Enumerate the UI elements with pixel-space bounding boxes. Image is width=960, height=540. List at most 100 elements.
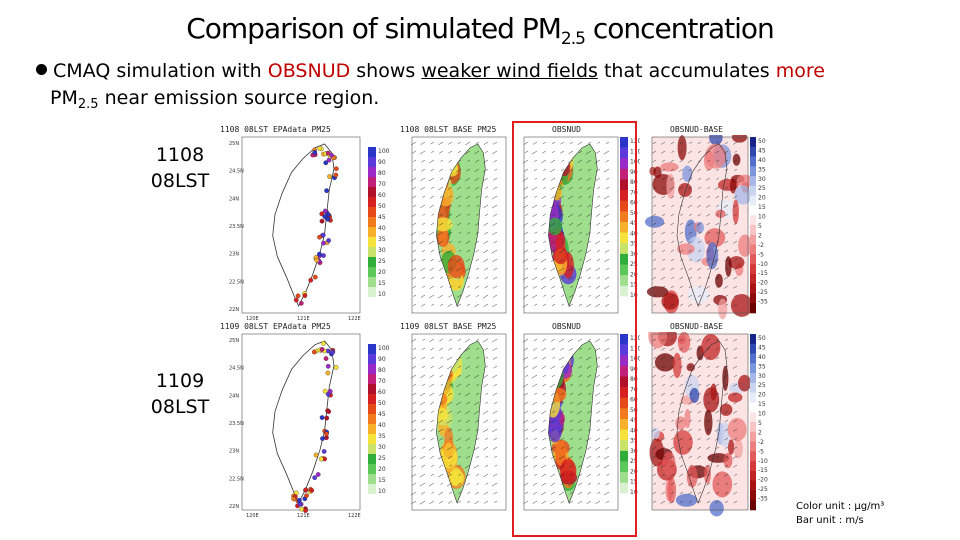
station-marker xyxy=(322,208,328,214)
wind-arrow xyxy=(670,383,675,387)
taiwan-outline xyxy=(676,340,728,504)
wind-arrow xyxy=(560,150,565,154)
wind-arrow xyxy=(455,213,462,218)
wind-arrow xyxy=(569,473,574,477)
difference-blob xyxy=(725,256,732,277)
wind-arrow xyxy=(597,491,601,494)
colorbar-tick: 5 xyxy=(758,223,762,230)
wind-arrow xyxy=(715,222,720,226)
wind-arrow xyxy=(525,437,529,440)
wind-arrow xyxy=(725,267,729,270)
colorbar-tick: 70 xyxy=(378,181,386,188)
wind-arrow xyxy=(541,446,547,450)
colorbar-swatch xyxy=(750,176,756,187)
wind-arrow xyxy=(524,150,529,154)
colorbar-tick: -20 xyxy=(758,477,768,484)
wind-arrow xyxy=(697,213,702,217)
colorbar-swatch xyxy=(368,167,376,178)
wind-arrow xyxy=(485,186,489,189)
colorbar-swatch xyxy=(620,440,628,452)
wind-arrow xyxy=(420,186,426,191)
station-marker xyxy=(321,449,327,454)
wind-arrow xyxy=(733,356,738,360)
wind-arrow xyxy=(457,240,462,244)
colorbar-swatch xyxy=(750,480,756,491)
wind-arrow xyxy=(456,303,462,307)
difference-blob xyxy=(738,234,752,257)
wind-arrow xyxy=(670,249,675,253)
station-marker xyxy=(325,212,331,217)
wind-arrow xyxy=(549,168,556,173)
panel-obs-1108: 1108 08LST EPAdata PM25 25N 24.5N 24N 23.5N 2… xyxy=(220,125,390,325)
difference-blob xyxy=(723,452,733,469)
wind-arrow xyxy=(438,168,444,172)
wind-arrow xyxy=(588,428,592,431)
wind-arrow xyxy=(724,294,729,298)
wind-arrow xyxy=(724,464,729,468)
wind-arrow xyxy=(724,437,729,441)
wind-arrow xyxy=(446,482,453,487)
wind-arrow xyxy=(734,258,738,261)
wind-arrow xyxy=(438,347,444,351)
wind-arrow xyxy=(525,267,529,270)
wind-arrow xyxy=(457,482,462,486)
wind-arrow xyxy=(716,446,720,449)
wind-arrow xyxy=(578,428,583,432)
wind-arrow xyxy=(541,347,547,351)
wind-arrow xyxy=(706,464,711,468)
wind-arrow xyxy=(440,159,444,162)
difference-blob xyxy=(701,333,721,361)
wind-arrow xyxy=(662,258,666,261)
wind-arrow xyxy=(550,231,556,235)
wind-arrow xyxy=(533,356,538,360)
colorbar-swatch xyxy=(368,354,376,365)
wind-arrow xyxy=(734,150,738,153)
station-marker xyxy=(333,365,339,370)
wind-arrow xyxy=(467,213,471,216)
wind-arrow xyxy=(483,141,489,145)
wind-arrow xyxy=(733,437,738,441)
colorbar-tick: -35 xyxy=(758,299,768,306)
wind-arrow xyxy=(483,240,489,245)
wind-arrow xyxy=(604,204,610,208)
wind-arrow xyxy=(532,213,538,218)
wind-arrow xyxy=(532,428,538,432)
wind-arrow xyxy=(595,294,601,299)
colorbar-swatch xyxy=(620,232,628,244)
wind-arrow xyxy=(492,347,498,351)
wind-arrow xyxy=(568,303,574,307)
wind-arrow xyxy=(724,213,729,217)
wind-arrow xyxy=(588,222,592,225)
wind-arrow xyxy=(594,159,601,164)
wind-arrow xyxy=(568,150,574,154)
wind-arrow xyxy=(661,419,666,423)
wind-arrow xyxy=(734,168,738,171)
colorbar-swatch xyxy=(368,384,376,395)
wind-arrow xyxy=(475,159,480,163)
colorbar-tick: 45 xyxy=(758,147,766,154)
wind-arrow xyxy=(579,186,583,189)
colorbar-tick: 20 xyxy=(758,195,766,202)
wind-arrow xyxy=(578,177,583,181)
wind-arrow xyxy=(679,159,684,163)
colorbar-swatch xyxy=(368,494,376,505)
wind-arrow xyxy=(585,437,592,442)
wind-arrow xyxy=(671,419,675,422)
wind-arrow xyxy=(688,285,693,289)
wind-arrow xyxy=(716,204,720,207)
station-marker xyxy=(324,415,330,421)
colorbar-swatch xyxy=(620,472,628,484)
wind-arrow xyxy=(560,410,565,414)
wind-arrow xyxy=(679,276,684,280)
wind-arrow xyxy=(716,473,720,476)
wind-arrow xyxy=(605,141,610,145)
colorbar-tick: 50 xyxy=(378,400,386,407)
wind-arrow xyxy=(733,482,738,486)
colorbar-tick: -2 xyxy=(758,439,764,446)
wind-arrow xyxy=(412,446,417,450)
colorbar-swatch xyxy=(620,179,628,191)
wind-arrow xyxy=(523,195,529,199)
wind-arrow xyxy=(697,392,702,396)
station-marker xyxy=(320,232,326,238)
difference-blob xyxy=(719,403,733,416)
